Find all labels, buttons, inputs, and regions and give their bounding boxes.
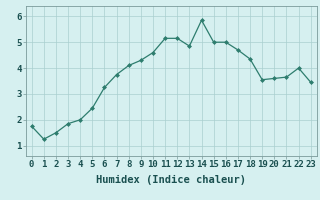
X-axis label: Humidex (Indice chaleur): Humidex (Indice chaleur) — [96, 175, 246, 185]
